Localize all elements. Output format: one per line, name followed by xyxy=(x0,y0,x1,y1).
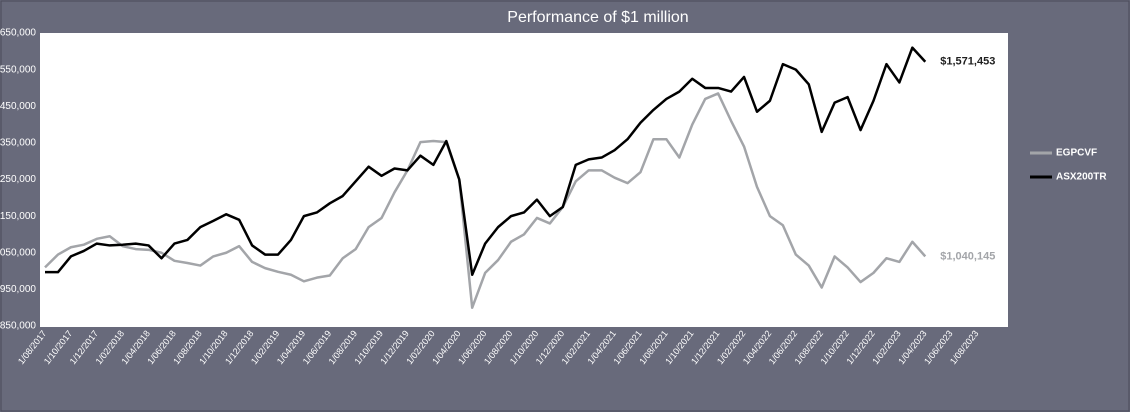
y-tick-label: $1,350,000 xyxy=(0,138,36,149)
y-tick-label: $1,550,000 xyxy=(0,64,36,75)
legend-label: ASX200TR xyxy=(1056,172,1107,183)
end-value-label: $1,040,145 xyxy=(940,250,995,262)
plot-area xyxy=(40,33,1008,327)
y-tick-label: $1,650,000 xyxy=(0,28,36,39)
series-line xyxy=(44,92,927,309)
y-tick-label: $850,000 xyxy=(0,321,36,332)
legend-label: EGPCVF xyxy=(1056,148,1097,159)
y-tick-label: $1,050,000 xyxy=(0,247,36,258)
end-value-label: $1,571,453 xyxy=(940,56,995,68)
y-tick-label: $950,000 xyxy=(0,284,36,295)
chart-title: Performance of $1 million xyxy=(507,9,688,26)
y-tick-label: $1,450,000 xyxy=(0,101,36,112)
series-line xyxy=(45,46,927,276)
y-tick-label: $1,150,000 xyxy=(0,211,36,222)
y-tick-label: $1,250,000 xyxy=(0,174,36,185)
